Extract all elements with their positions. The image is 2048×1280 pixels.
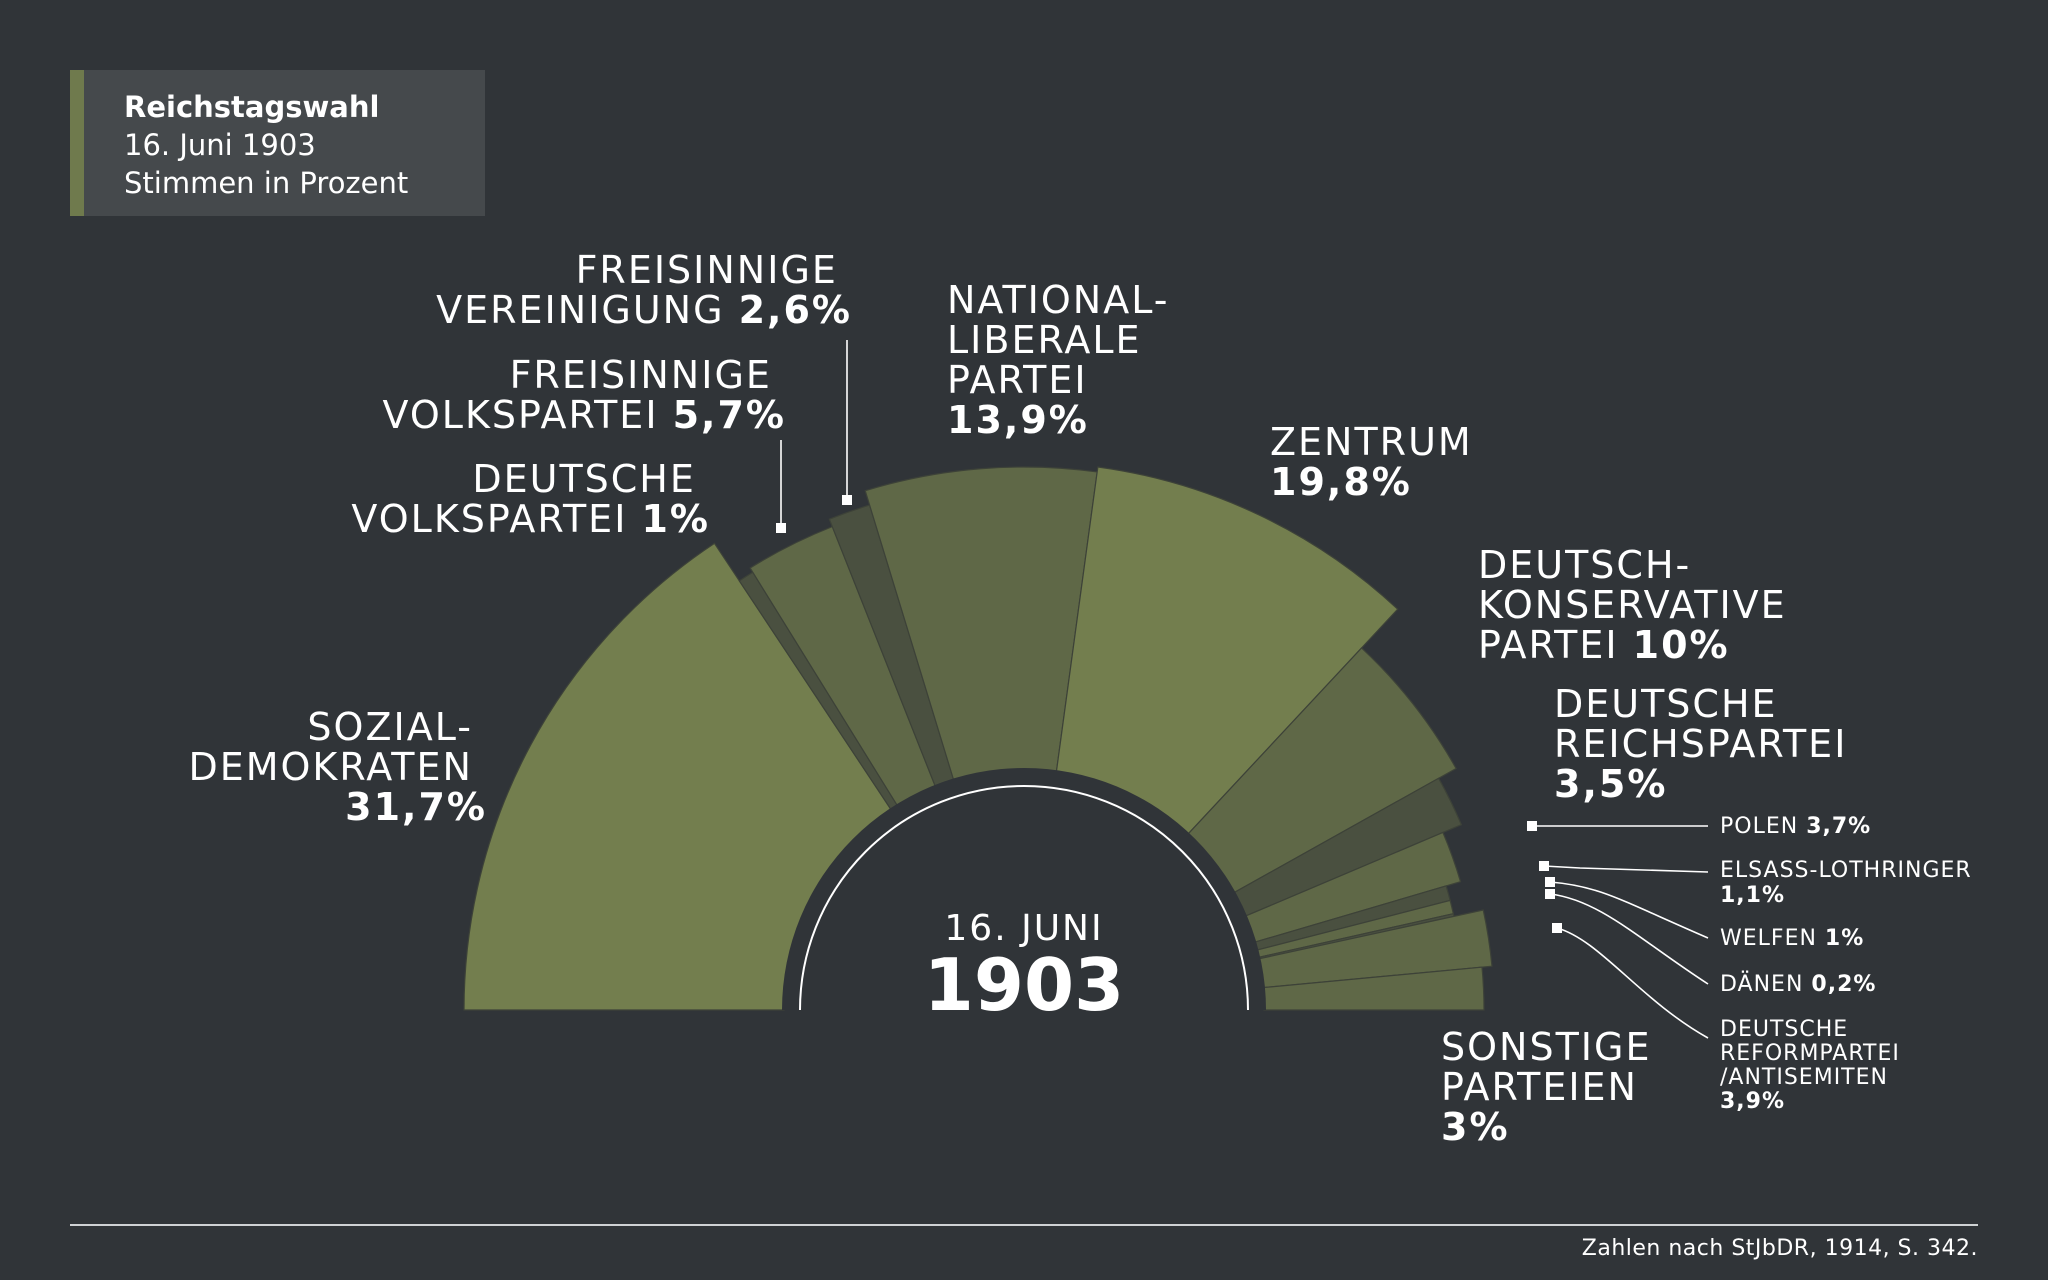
marker-elsass-lothringer (1539, 861, 1549, 871)
value-zentrum: 19,8% (1270, 460, 1412, 504)
leader-welfen (1549, 881, 1709, 939)
label-deutsche-volkspartei: DEUTSCHE VOLKSPARTEI 1% (351, 457, 710, 541)
footer-rule (70, 1224, 1978, 1226)
leader-elsass-lothringer (1543, 865, 1709, 873)
marker-freisinnige-volkspartei (776, 523, 786, 533)
label-welfen: WELFEN 1% (1720, 926, 1864, 951)
leader-daenen (1549, 893, 1709, 985)
value-sonstige-parteien: 3% (1441, 1105, 1510, 1149)
marker-welfen (1545, 877, 1555, 887)
value-deutsche-reichspartei: 3,5% (1554, 762, 1667, 806)
value-reformpartei: 3,9% (1720, 1089, 1785, 1114)
label-freisinnige-volkspartei: FREISINNIGE VOLKSPARTEI 5,7% (383, 353, 786, 437)
value-daenen: 0,2% (1811, 972, 1876, 997)
label-zentrum: ZENTRUM 19,8% (1270, 420, 1487, 504)
label-elsass-lothringer: ELSASS-LOTHRINGER 1,1% (1720, 858, 1980, 908)
value-nationalliberale-partei: 13,9% (947, 398, 1089, 442)
marker-reformpartei (1552, 923, 1562, 933)
slices-group (463, 466, 1493, 1011)
value-deutschkonservative-partei: 10% (1633, 623, 1730, 667)
value-deutsche-volkspartei: 1% (641, 497, 710, 541)
label-polen: POLEN 3,7% (1720, 814, 1871, 839)
source-note: Zahlen nach StJbDR, 1914, S. 342. (1581, 1236, 1978, 1261)
center-year: 1903 (924, 943, 1124, 1027)
center-hub (782, 768, 1266, 1010)
value-freisinnige-vereinigung: 2,6% (739, 288, 852, 332)
value-sozialdemokraten: 31,7% (345, 785, 487, 829)
value-elsass-lothringer: 1,1% (1720, 883, 1785, 908)
label-freisinnige-vereinigung: FREISINNIGE VEREINIGUNG 2,6% (436, 248, 852, 332)
value-polen: 3,7% (1806, 814, 1871, 839)
value-freisinnige-volkspartei: 5,7% (673, 393, 786, 437)
chart-date: 16. Juni 1903 (124, 128, 316, 162)
label-reformpartei: DEUTSCHE REFORMPARTEI /ANTISEMITEN 3,9% (1720, 1017, 1908, 1114)
chart-subtitle: Stimmen in Prozent (124, 166, 409, 200)
chart-title-box: Reichstagswahl 16. Juni 1903 Stimmen in … (70, 70, 485, 216)
label-sozialdemokraten: SOZIAL- DEMOKRATEN 31,7% (188, 705, 487, 829)
label-deutsche-reichspartei: DEUTSCHE REICHSPARTEI 3,5% (1554, 682, 1862, 806)
leader-lines (780, 340, 1709, 1039)
marker-daenen (1545, 889, 1555, 899)
leader-reformpartei (1556, 927, 1709, 1039)
marker-polen (1527, 821, 1537, 831)
chart-title: Reichstagswahl (124, 90, 380, 124)
label-nationalliberale-partei: NATIONAL- LIBERALE PARTEI 13,9% (947, 278, 1184, 442)
label-daenen: DÄNEN 0,2% (1720, 971, 1876, 997)
label-deutschkonservative-partei: DEUTSCH- KONSERVATIVE PARTEI 10% (1478, 543, 1801, 667)
leader-markers (776, 495, 1562, 933)
center-hub-ring (799, 785, 1249, 1011)
value-welfen: 1% (1825, 926, 1864, 951)
marker-freisinnige-vereinigung (842, 495, 852, 505)
label-sonstige-parteien: SONSTIGE PARTEIEN 3% (1441, 1025, 1666, 1149)
center-date: 16. JUNI (944, 908, 1103, 949)
